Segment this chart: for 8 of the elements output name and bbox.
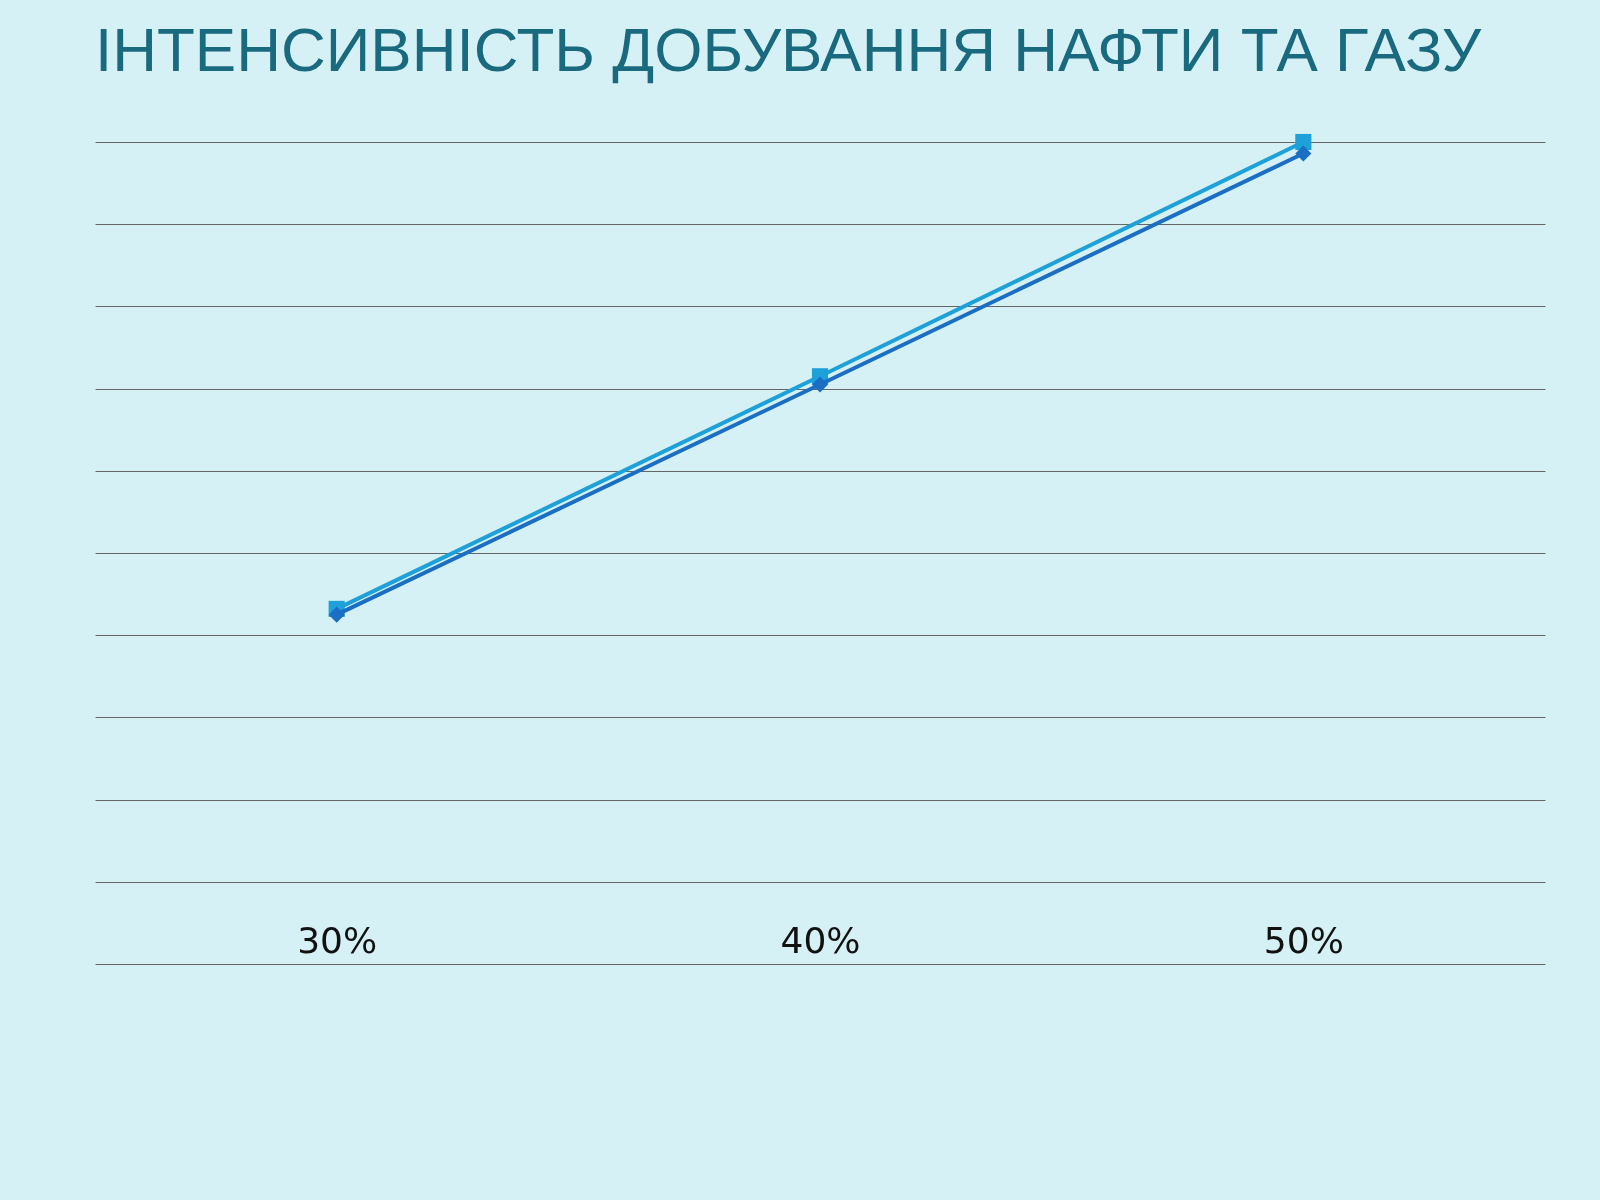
x-tick-label: 40% (780, 919, 861, 961)
point (1295, 133, 1312, 151)
x-tick-label: 50% (1263, 919, 1344, 961)
point (328, 606, 345, 623)
chart-title: ІНТЕНСИВНІСТЬ ДОБУВАННЯ НАФТИ ТА ГАЗУ (95, 14, 1482, 84)
point (1295, 145, 1312, 162)
point (811, 376, 829, 393)
x-tick-label: 30% (297, 919, 378, 961)
